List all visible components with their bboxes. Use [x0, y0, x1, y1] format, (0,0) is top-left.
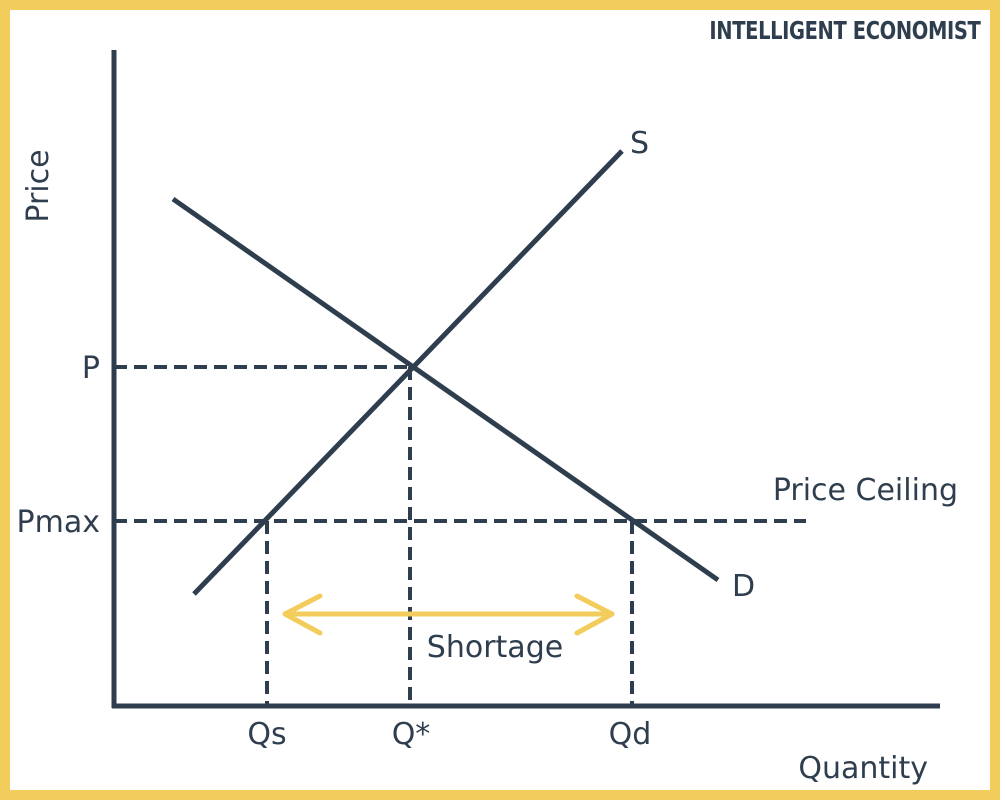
demand-curve — [171, 196, 720, 583]
shortage-arrow-right-head — [574, 593, 615, 636]
y-axis-label: Price — [21, 149, 56, 222]
demand-label: D — [732, 569, 755, 604]
quantity-equilibrium-tick-label: Q* — [392, 717, 431, 752]
x-axis-label: Quantity — [798, 751, 928, 786]
quantity-demanded-tick-label: Qd — [609, 717, 652, 752]
price-ceiling-tick-label: Pmax — [17, 505, 100, 540]
shortage-arrow-left-head — [282, 593, 323, 636]
price-ceiling-label: Price Ceiling — [773, 473, 958, 508]
supply-curve — [192, 149, 624, 596]
supply-label: S — [630, 126, 649, 161]
price-equilibrium-tick-label: P — [82, 351, 100, 386]
brand-logo: INTELLIGENT ECONOMIST — [709, 16, 980, 45]
shortage-label: Shortage — [427, 630, 563, 665]
shortage-label-backdrop — [418, 626, 572, 666]
quantity-supplied-tick-label: Qs — [247, 717, 286, 752]
